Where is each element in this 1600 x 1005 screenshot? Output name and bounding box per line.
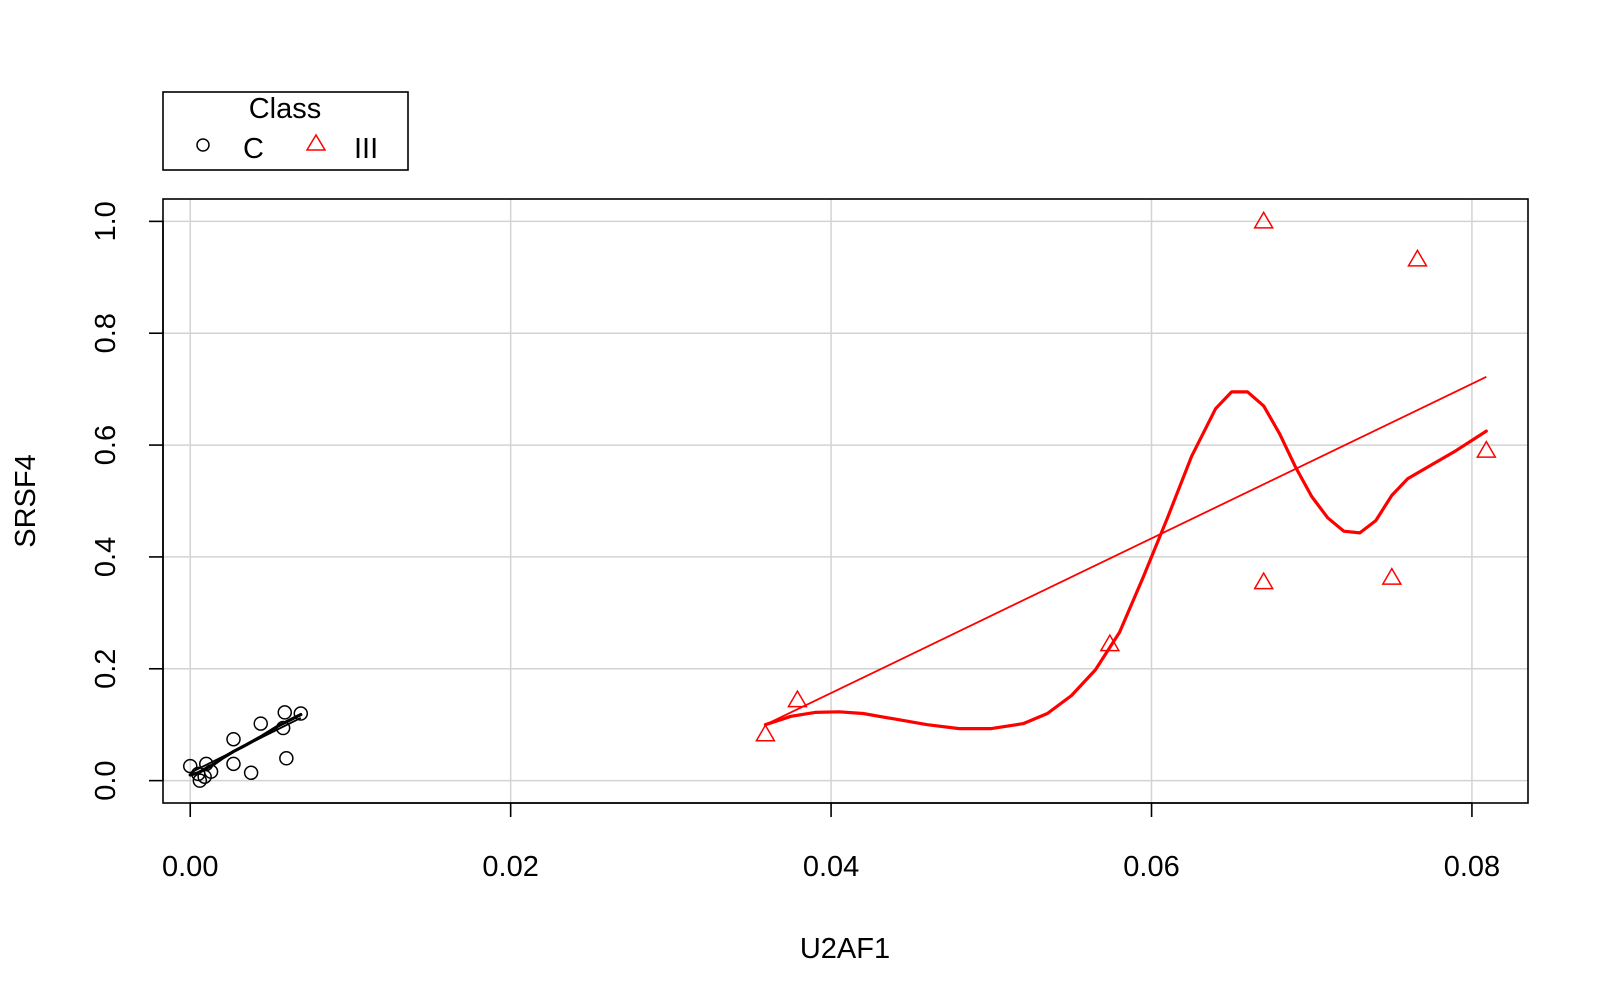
x-tick-label: 0.08 bbox=[1444, 851, 1500, 883]
legend-label-iii: III bbox=[354, 133, 378, 165]
data-point-iii bbox=[1253, 571, 1274, 590]
x-tick-label: 0.00 bbox=[162, 851, 218, 883]
data-point-iii bbox=[1253, 210, 1274, 229]
data-point-iii bbox=[1099, 633, 1121, 652]
legend-label-c: C bbox=[243, 133, 264, 165]
axes: 0.00 0.02 0.04 0.06 0.08 0.0 0.2 0.4 0.6 0.8 1.0 bbox=[90, 201, 1500, 883]
y-tick-label: 0.6 bbox=[90, 425, 122, 465]
legend-box bbox=[162, 91, 409, 171]
data-point-c bbox=[203, 764, 219, 779]
x-tick-label: 0.02 bbox=[482, 851, 538, 883]
data-point-c bbox=[199, 756, 214, 772]
x-tick-label: 0.04 bbox=[803, 851, 859, 883]
data-point-c bbox=[192, 773, 208, 788]
smooth-curve-iii bbox=[763, 390, 1488, 731]
data-points bbox=[182, 210, 1497, 788]
y-tick-label: 1.0 bbox=[90, 201, 122, 241]
legend: Class C III bbox=[162, 91, 409, 171]
data-point-iii bbox=[1381, 567, 1403, 585]
data-point-iii bbox=[787, 689, 808, 708]
fit-line-iii bbox=[765, 376, 1487, 726]
y-axis-label: SRSF4 bbox=[10, 454, 42, 547]
smooth-curves bbox=[188, 390, 1488, 777]
data-point-c bbox=[243, 765, 259, 781]
data-point-c bbox=[279, 751, 294, 766]
legend-marker-c-icon bbox=[196, 138, 210, 152]
data-point-iii bbox=[1476, 440, 1497, 458]
data-point-c bbox=[277, 705, 293, 720]
legend-title: Class bbox=[249, 93, 322, 125]
data-point-c bbox=[226, 756, 241, 772]
data-point-c bbox=[182, 758, 198, 774]
y-tick-label: 0.8 bbox=[90, 313, 122, 353]
data-point-iii bbox=[755, 723, 776, 742]
data-point-c bbox=[253, 716, 268, 731]
data-point-c bbox=[226, 731, 241, 747]
y-tick-label: 0.0 bbox=[90, 760, 122, 800]
grid-layer bbox=[163, 199, 1528, 803]
data-point-iii bbox=[1407, 248, 1428, 267]
y-tick-label: 0.4 bbox=[90, 537, 122, 577]
x-tick-label: 0.06 bbox=[1123, 851, 1179, 883]
legend-marker-iii-icon bbox=[305, 133, 327, 151]
data-point-c bbox=[275, 720, 291, 736]
x-axis-label: U2AF1 bbox=[800, 933, 890, 965]
data-point-c bbox=[293, 706, 309, 721]
y-tick-label: 0.2 bbox=[90, 649, 122, 689]
